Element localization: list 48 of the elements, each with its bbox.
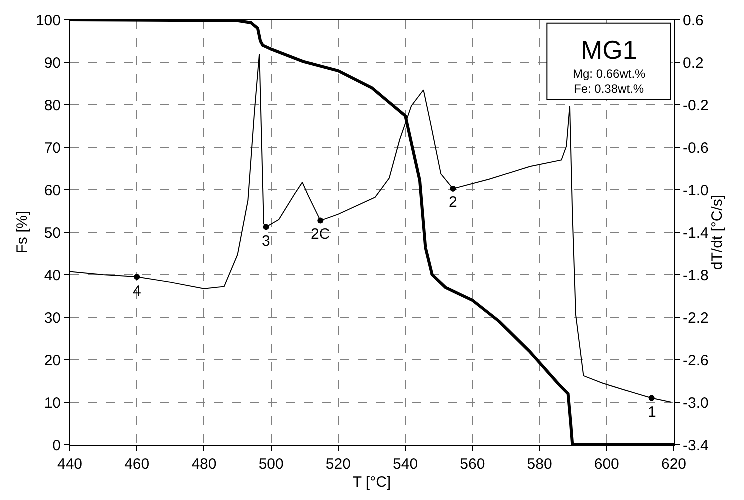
y2-tick-label: 0.2 xyxy=(683,54,704,72)
annotation: 3 xyxy=(262,233,270,250)
annotation: 4 xyxy=(133,283,142,300)
annotation: Fe: 0.38wt.% xyxy=(574,82,644,96)
x-tick-label: 440 xyxy=(57,456,83,473)
x-tick-label: 600 xyxy=(594,456,620,473)
x-tick-label: 540 xyxy=(393,456,418,473)
x-tick-label: 580 xyxy=(527,456,552,473)
y2-tick-label: -0.6 xyxy=(683,140,709,157)
x-tick-label: 460 xyxy=(124,456,150,473)
y-tick-label: 50 xyxy=(44,224,61,242)
point xyxy=(450,186,456,192)
x-axis-title: T [°C] xyxy=(352,474,392,491)
x-tick-label: 520 xyxy=(326,456,351,473)
y-axis-title: Fs [%] xyxy=(14,211,32,254)
y2-tick-label: -3.4 xyxy=(683,437,709,454)
y2-tick-label: 0.6 xyxy=(683,12,704,30)
y2-tick-label: -1.4 xyxy=(683,224,709,242)
y2-tick-label: -1.0 xyxy=(683,182,709,200)
y-tick-label: 70 xyxy=(44,140,61,157)
point xyxy=(318,218,324,224)
annotation: 1 xyxy=(648,404,656,421)
point xyxy=(648,395,655,402)
point xyxy=(134,274,140,280)
y-tick-label: 40 xyxy=(44,267,61,284)
annotation: 2 xyxy=(449,194,458,211)
y2-tick-label: -0.2 xyxy=(683,97,709,114)
y2-axis-title: dT/dt [°C/s] xyxy=(708,194,726,270)
y-tick-label: 100 xyxy=(36,12,61,30)
y-tick-label: 0 xyxy=(52,437,61,454)
y-tick-label: 60 xyxy=(44,182,61,200)
point xyxy=(263,224,270,230)
x-tick-label: 620 xyxy=(661,456,687,473)
y2-tick-label: -1.8 xyxy=(683,267,709,284)
y2-tick-label: -2.6 xyxy=(683,352,709,370)
y2-tick-label: -2.2 xyxy=(683,310,709,327)
y-tick-label: 80 xyxy=(44,97,61,114)
annotation: 2C xyxy=(311,226,330,243)
annotation: MG1 xyxy=(581,35,638,65)
annotation: Mg: 0.66wt.% xyxy=(573,67,646,81)
x-tick-label: 480 xyxy=(192,456,217,473)
x-tick-label: 500 xyxy=(258,456,284,473)
y2-tick-label: -3.0 xyxy=(683,394,709,412)
y-tick-label: 20 xyxy=(44,352,61,370)
y-tick-label: 10 xyxy=(44,394,61,412)
x-tick-label: 560 xyxy=(460,456,486,473)
y-tick-label: 90 xyxy=(44,54,61,72)
y-tick-label: 30 xyxy=(44,310,61,327)
